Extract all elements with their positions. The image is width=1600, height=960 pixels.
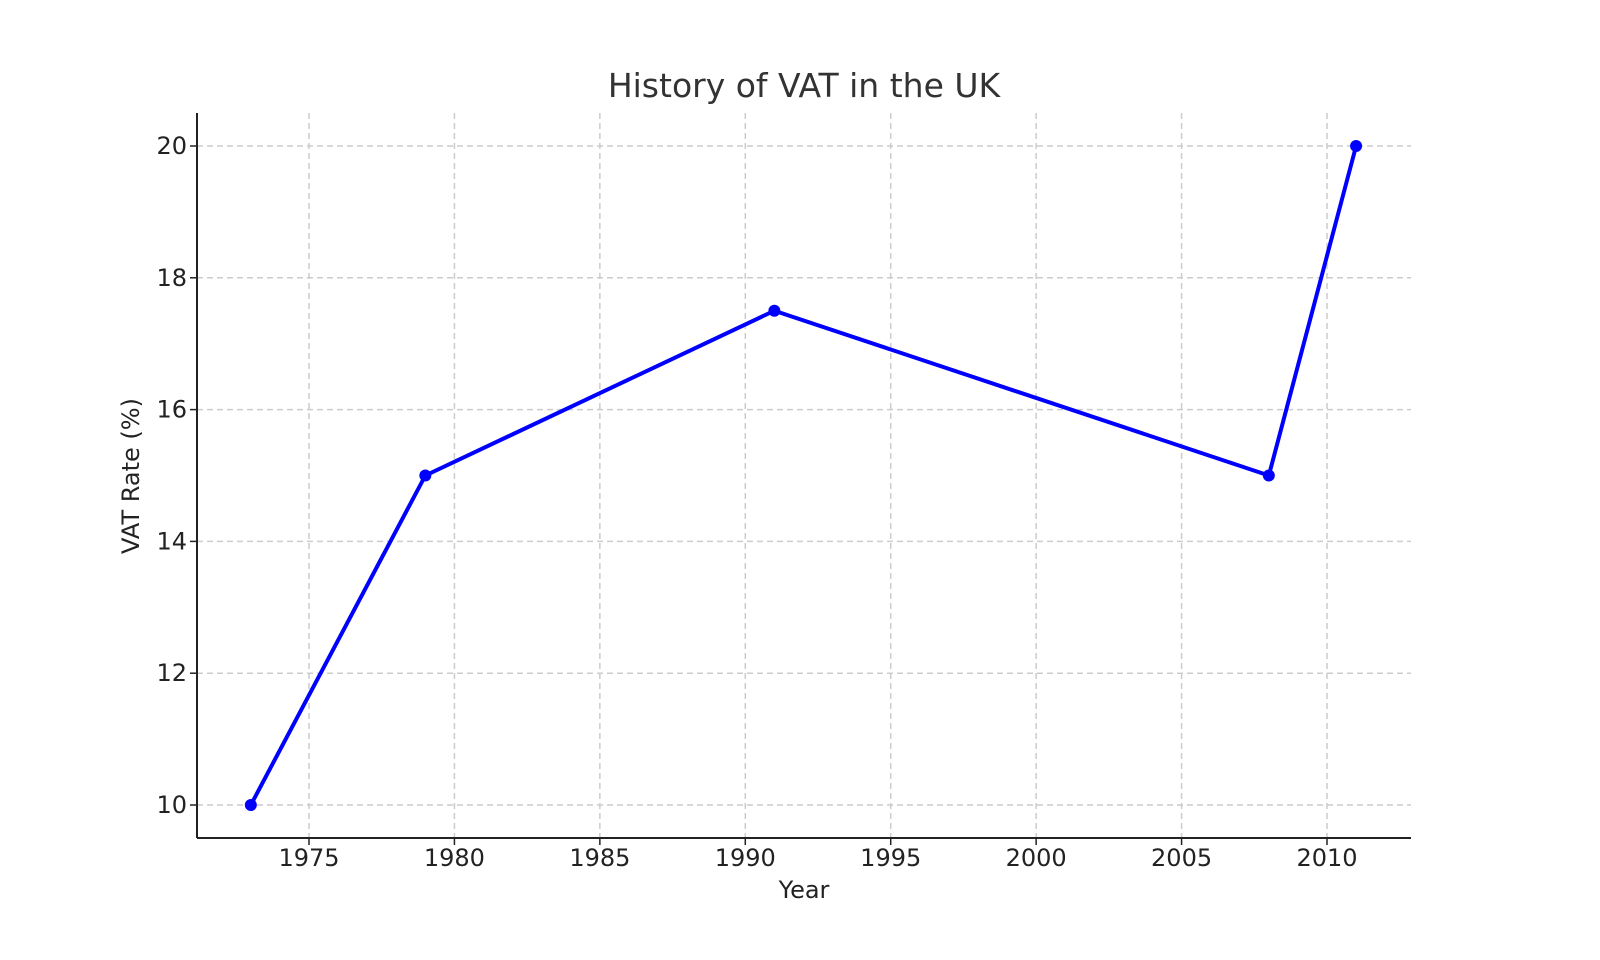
x-tick-label: 1975 [278,844,339,872]
axes [196,113,1411,839]
grid-lines [197,113,1411,838]
x-axis-label: Year [778,876,830,904]
y-tick-label: 14 [156,527,187,555]
data-point-marker [419,469,432,482]
data-point-marker [244,799,257,811]
data-point-marker [1350,140,1363,152]
chart-title: History of VAT in the UK [607,66,1001,105]
y-axis-ticks: 10 12 14 16 18 20 [156,132,197,819]
x-axis-ticks: 1975 1980 1985 1990 1995 2000 2005 2010 [278,838,1358,872]
y-tick-label: 20 [156,132,187,160]
y-axis-label: VAT Rate (%) [117,398,145,554]
y-tick-label: 12 [156,659,187,687]
x-tick-label: 1995 [860,844,921,872]
y-tick-label: 16 [156,396,187,424]
x-tick-label: 2000 [1006,844,1067,872]
y-tick-label: 18 [156,264,187,292]
x-tick-label: 1980 [424,844,485,872]
x-tick-label: 1990 [715,844,776,872]
series-line [249,145,1359,806]
data-point-marker [768,304,781,317]
data-point-marker [1262,469,1275,482]
x-tick-label: 2010 [1296,844,1357,872]
x-tick-label: 2005 [1151,844,1212,872]
data-series [244,140,1363,811]
x-tick-label: 1985 [569,844,630,872]
y-tick-label: 10 [156,791,187,819]
